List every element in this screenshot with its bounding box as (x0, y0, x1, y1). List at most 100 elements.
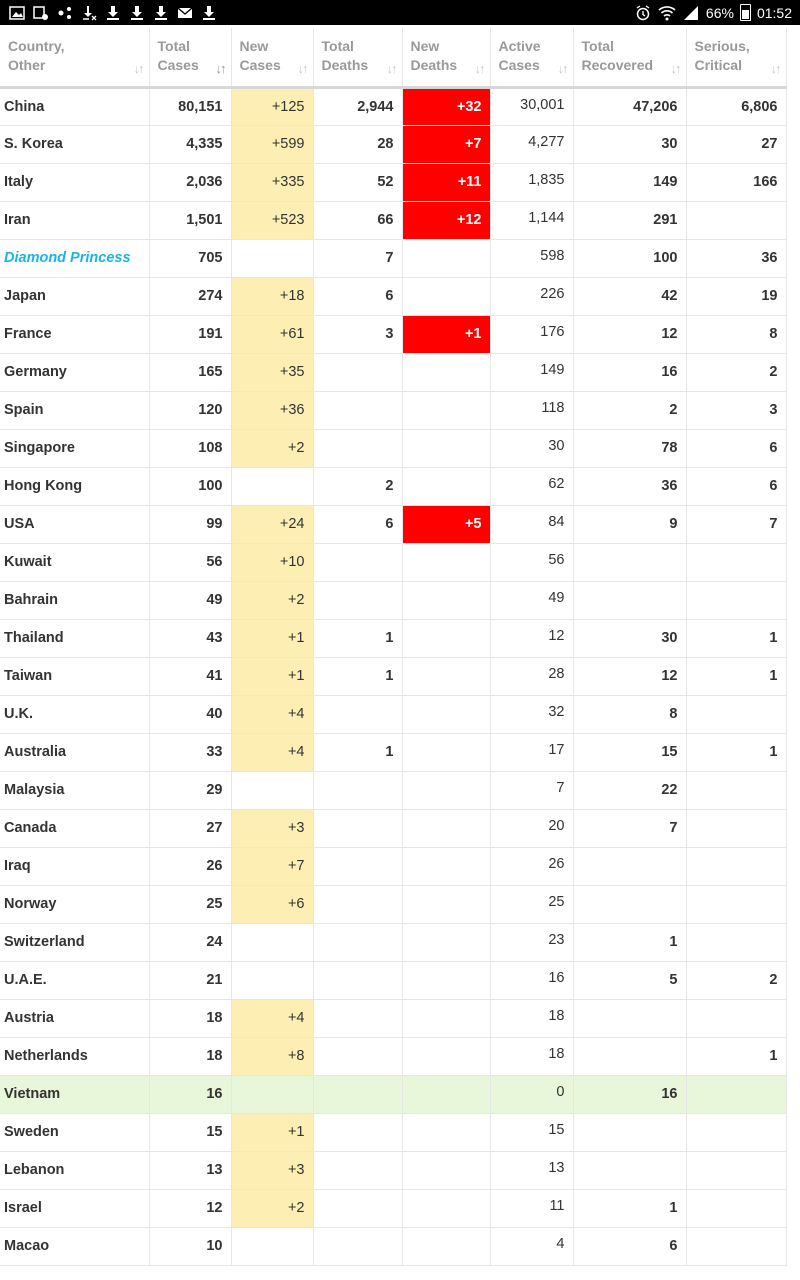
cell-country: Bahrain (0, 581, 150, 620)
cell-total-deaths: 1 (313, 619, 403, 658)
cell-new-cases (231, 771, 314, 810)
cell-active-cases: 30,001 (490, 87, 574, 126)
column-header-label: Serious, (694, 38, 750, 54)
column-header-total-deaths[interactable]: Total Deaths ↓↑ (313, 28, 403, 89)
cell-total-recovered (573, 581, 687, 620)
cell-total-deaths (313, 961, 403, 1000)
cell-total-recovered: 36 (573, 467, 687, 506)
cell-total-cases: 1,501 (149, 201, 232, 240)
gallery-icon (8, 4, 26, 22)
column-header-label: Country, (8, 38, 65, 54)
cell-country: Spain (0, 391, 150, 430)
cell-total-deaths (313, 885, 403, 924)
cell-country[interactable]: Diamond Princess (0, 239, 150, 278)
column-header-country[interactable]: Country, Other ↓↑ (0, 28, 150, 89)
cell-total-cases: 18 (149, 999, 232, 1038)
cell-country: Austria (0, 999, 150, 1038)
download-icon (152, 4, 170, 22)
cell-total-deaths (313, 1189, 403, 1228)
sort-icon[interactable]: ↓↑ (670, 60, 682, 76)
cell-total-cases: 27 (149, 809, 232, 848)
status-bar: 66% 01:52 (0, 0, 800, 25)
cell-serious-critical: 166 (686, 163, 787, 202)
sort-icon[interactable]: ↓↑ (386, 60, 398, 76)
sort-icon[interactable]: ↓↑ (297, 60, 309, 76)
column-header-total-recovered[interactable]: Total Recovered ↓↑ (573, 28, 687, 89)
cell-country: Hong Kong (0, 467, 150, 506)
cell-new-deaths (402, 467, 491, 506)
cell-total-cases: 24 (149, 923, 232, 962)
table-row: Vietnam 16 0 16 (0, 1075, 787, 1114)
sort-icon[interactable]: ↓↑ (215, 60, 227, 76)
cell-serious-critical: 19 (686, 277, 787, 316)
cell-new-deaths: +12 (402, 201, 491, 240)
cell-total-cases: 29 (149, 771, 232, 810)
header-row: Country, Other ↓↑ Total Cases ↓↑ New Cases ↓↑ Tot… (0, 28, 787, 89)
cell-country: China (0, 87, 150, 126)
cell-active-cases: 26 (490, 847, 574, 886)
table-row: U.K. 40 +4 32 8 (0, 695, 787, 734)
cell-active-cases: 56 (490, 543, 574, 582)
cell-new-cases: +3 (231, 809, 314, 848)
cell-total-recovered (573, 847, 687, 886)
table-row: Norway 25 +6 25 (0, 885, 787, 924)
table-row: Netherlands 18 +8 18 1 (0, 1037, 787, 1076)
cell-total-deaths (313, 695, 403, 734)
cell-total-cases: 4,335 (149, 125, 232, 164)
cell-new-deaths (402, 999, 491, 1038)
table-row: S. Korea 4,335 +599 28 +7 4,277 30 27 (0, 125, 787, 164)
cell-serious-critical (686, 771, 787, 810)
cell-active-cases: 12 (490, 619, 574, 658)
cell-new-deaths (402, 1037, 491, 1076)
cell-total-cases: 18 (149, 1037, 232, 1076)
column-header-active-cases[interactable]: Active Cases ↓↑ (490, 28, 574, 89)
table-row: Lebanon 13 +3 13 (0, 1151, 787, 1190)
column-header-new-deaths[interactable]: New Deaths ↓↑ (402, 28, 491, 89)
column-header-serious-critical[interactable]: Serious, Critical ↓↑ (686, 28, 787, 89)
sort-icon[interactable]: ↓↑ (770, 60, 782, 76)
cell-total-deaths: 7 (313, 239, 403, 278)
cell-total-deaths (313, 391, 403, 430)
sort-icon[interactable]: ↓↑ (133, 60, 145, 76)
cell-serious-critical (686, 201, 787, 240)
clock: 01:52 (756, 4, 792, 21)
cell-total-recovered (573, 1037, 687, 1076)
cell-country: Iraq (0, 847, 150, 886)
cell-total-recovered (573, 885, 687, 924)
cell-new-deaths (402, 1113, 491, 1152)
cell-total-deaths (313, 1037, 403, 1076)
cell-country: Japan (0, 277, 150, 316)
cell-new-cases (231, 239, 314, 278)
cell-total-recovered: 30 (573, 125, 687, 164)
table-row: Singapore 108 +2 30 78 6 (0, 429, 787, 468)
cell-total-recovered: 42 (573, 277, 687, 316)
cell-new-deaths (402, 581, 491, 620)
cell-new-cases: +599 (231, 125, 314, 164)
column-header-total-cases[interactable]: Total Cases ↓↑ (149, 28, 232, 89)
cell-active-cases: 118 (490, 391, 574, 430)
cell-new-cases: +7 (231, 847, 314, 886)
cell-active-cases: 149 (490, 353, 574, 392)
sort-icon[interactable]: ↓↑ (557, 60, 569, 76)
cell-new-cases: +2 (231, 1189, 314, 1228)
cell-total-deaths (313, 1075, 403, 1114)
sort-icon[interactable]: ↓↑ (474, 60, 486, 76)
cell-active-cases: 62 (490, 467, 574, 506)
cell-total-cases: 120 (149, 391, 232, 430)
cell-total-recovered: 16 (573, 1075, 687, 1114)
column-header-label: Recovered (581, 57, 654, 73)
column-header-label: Other (8, 57, 46, 73)
cell-total-recovered: 12 (573, 315, 687, 354)
cell-new-deaths (402, 1227, 491, 1266)
battery-icon (739, 4, 751, 21)
cell-active-cases: 84 (490, 505, 574, 544)
cell-total-recovered (573, 999, 687, 1038)
column-header-new-cases[interactable]: New Cases ↓↑ (231, 28, 314, 89)
signal-icon (682, 4, 700, 22)
table-row: Malaysia 29 7 22 (0, 771, 787, 810)
cell-new-cases: +2 (231, 429, 314, 468)
mail-icon (176, 4, 194, 22)
cell-active-cases: 18 (490, 999, 574, 1038)
cell-total-deaths: 3 (313, 315, 403, 354)
cell-active-cases: 16 (490, 961, 574, 1000)
